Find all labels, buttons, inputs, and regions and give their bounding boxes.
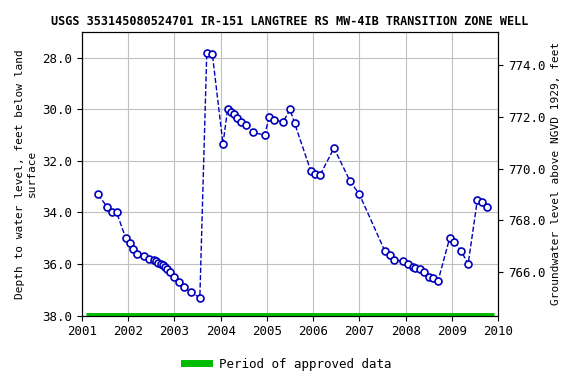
Title: USGS 353145080524701 IR-151 LANGTREE RS MW-4IB TRANSITION ZONE WELL: USGS 353145080524701 IR-151 LANGTREE RS … (51, 15, 529, 28)
Y-axis label: Groundwater level above NGVD 1929, feet: Groundwater level above NGVD 1929, feet (551, 42, 561, 305)
Legend: Period of approved data: Period of approved data (179, 353, 397, 376)
Y-axis label: Depth to water level, feet below land
surface: Depth to water level, feet below land su… (15, 49, 37, 299)
